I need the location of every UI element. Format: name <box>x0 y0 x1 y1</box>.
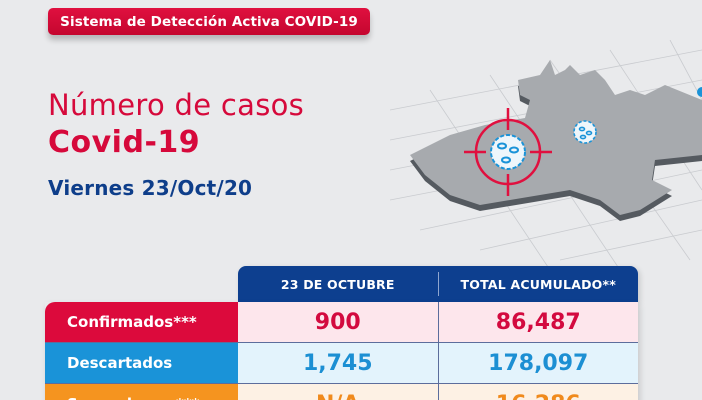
virus-icon <box>490 134 526 170</box>
row-label: Sospechosos*** <box>45 384 238 400</box>
table-header: 23 DE OCTUBRE TOTAL ACUMULADO** <box>238 266 638 302</box>
row-daily-value: N/A <box>238 384 438 400</box>
report-date: Viernes 23/Oct/20 <box>48 176 253 200</box>
system-banner: Sistema de Detección Activa COVID-19 <box>48 8 370 35</box>
table-row-confirmados: Confirmados*** 900 86,487 <box>45 302 638 343</box>
crosshair-target-icon <box>464 108 552 196</box>
row-label: Descartados <box>45 343 238 383</box>
row-label: Confirmados*** <box>45 302 238 342</box>
header-divider <box>437 272 439 296</box>
row-total-value: 86,487 <box>438 302 638 342</box>
header-daily: 23 DE OCTUBRE <box>280 276 395 292</box>
row-total-value: 16,286 <box>438 384 638 400</box>
cases-table: Confirmados*** 900 86,487 Descartados 1,… <box>45 302 638 400</box>
page-title-line2: Covid-19 <box>48 125 201 160</box>
row-total-value: 178,097 <box>438 343 638 383</box>
row-daily-value: 1,745 <box>238 343 438 383</box>
virus-icon <box>573 120 597 144</box>
column-divider <box>437 343 439 383</box>
map-top <box>410 60 702 215</box>
column-divider <box>437 302 439 342</box>
table-row-sospechosos: Sospechosos*** N/A 16,286 <box>45 384 638 400</box>
header-total: TOTAL ACUMULADO** <box>460 276 616 292</box>
row-daily-value: 900 <box>238 302 438 342</box>
jalisco-map-illustration <box>389 39 702 271</box>
table-row-descartados: Descartados 1,745 178,097 <box>45 343 638 384</box>
column-divider <box>437 384 439 400</box>
virus-icon <box>697 87 702 97</box>
page-title-line1: Número de casos <box>48 88 305 122</box>
